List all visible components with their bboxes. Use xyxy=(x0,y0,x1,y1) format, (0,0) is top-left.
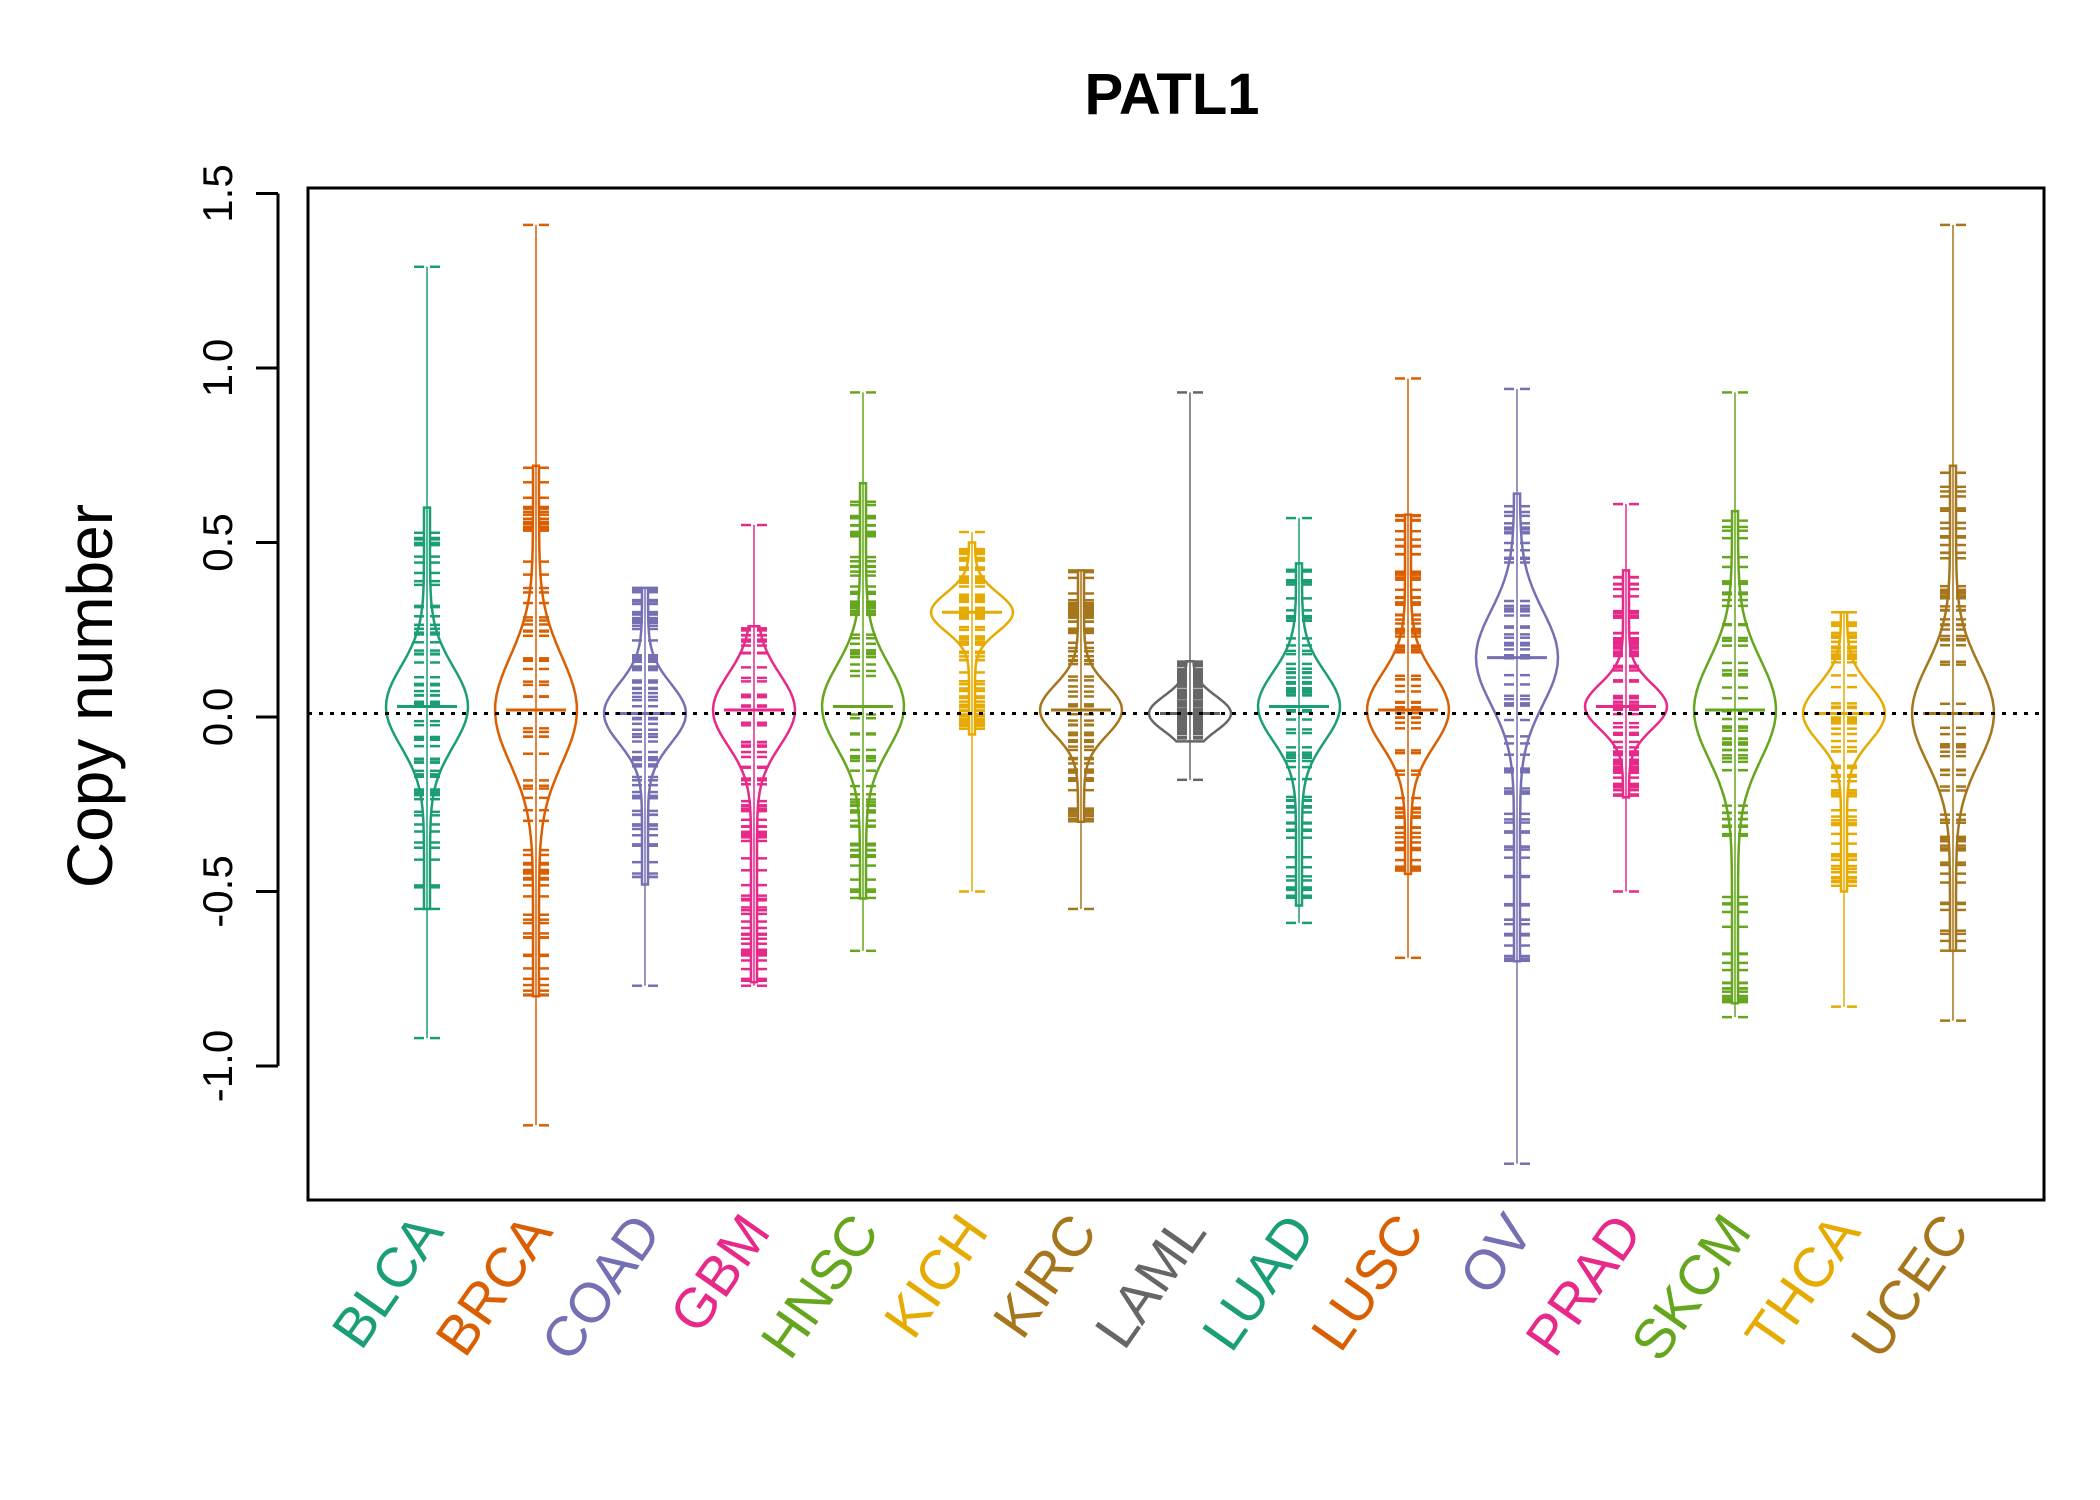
bean-skcm xyxy=(1692,391,1778,1019)
chart-title: PATL1 xyxy=(1084,62,1259,127)
y-axis: 1.5 1.0 0.5 0.0 -0.5 -1.0 xyxy=(194,164,280,1102)
x-tick-label: HNSC xyxy=(748,1203,891,1369)
bean-ucec xyxy=(1910,223,1996,1022)
beans-layer xyxy=(384,223,1996,1165)
x-tick-label: OV xyxy=(1447,1202,1545,1305)
bean-ov xyxy=(1474,387,1560,1165)
y-tick-label: -1.0 xyxy=(194,1030,241,1102)
x-tick-label: LAML xyxy=(1082,1203,1218,1359)
bean-lusc xyxy=(1365,377,1451,960)
bean-gbm xyxy=(711,523,797,987)
bean-hnsc xyxy=(820,391,906,953)
bean-kich xyxy=(929,530,1015,893)
x-tick-label: KICH xyxy=(871,1203,999,1349)
y-tick-label: 1.5 xyxy=(194,164,241,222)
y-axis-label: Copy number xyxy=(54,504,126,888)
y-tick-label: 0.0 xyxy=(194,688,241,746)
x-tick-label: SKCM xyxy=(1618,1203,1762,1372)
bean-laml xyxy=(1147,391,1233,782)
plot-frame xyxy=(306,186,2046,1202)
x-tick-label: LUSC xyxy=(1299,1203,1436,1362)
x-tick-label: COAD xyxy=(528,1203,672,1372)
bean-blca xyxy=(384,265,470,1040)
bean-coad xyxy=(602,586,688,987)
bean-prad xyxy=(1583,502,1669,893)
y-tick-label: 1.0 xyxy=(194,339,241,397)
y-tick-label: -0.5 xyxy=(194,855,241,927)
y-tick-label: 0.5 xyxy=(194,513,241,571)
bean-kirc xyxy=(1038,569,1124,911)
x-tick-label: LUAD xyxy=(1190,1203,1327,1362)
bean-luad xyxy=(1256,516,1342,925)
bean-thca xyxy=(1801,611,1887,1008)
bean-brca xyxy=(493,223,579,1127)
x-tick-label: UCEC xyxy=(1838,1203,1981,1369)
